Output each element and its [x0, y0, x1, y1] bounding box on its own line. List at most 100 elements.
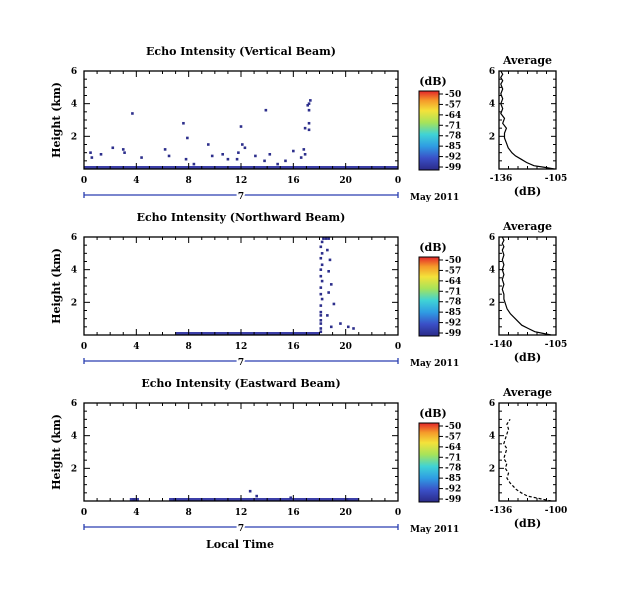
echo-cell: [319, 327, 323, 330]
colorbar-tick-label: -92: [445, 485, 461, 495]
plot-frame: [83, 402, 399, 502]
colorbar-tick-label: -78: [445, 298, 461, 308]
plot-frame: [83, 236, 399, 336]
echo-cell: [90, 156, 94, 159]
echo-cell: [319, 310, 323, 314]
average-y-tick-label: 2: [489, 298, 495, 308]
echo-cell: [121, 148, 125, 151]
y-tick-label: 4: [71, 432, 77, 442]
echo-cell: [255, 494, 258, 498]
echo-cell: [184, 157, 188, 161]
echo-cell: [263, 159, 266, 163]
echo-cell: [327, 291, 330, 294]
echo-cell: [327, 237, 330, 240]
echo-cell: [167, 154, 171, 158]
x-tick-label: 20: [339, 342, 352, 352]
echo-cell: [339, 322, 342, 325]
colorbar-tick-label: -85: [445, 308, 461, 318]
colorbar-tick-label: -57: [445, 432, 461, 442]
echo-cell: [320, 297, 324, 301]
average-x-tick-label: -136: [490, 174, 513, 184]
echo-cell: [346, 325, 350, 329]
average-y-tick-label: 6: [489, 399, 495, 409]
echo-cell: [254, 154, 257, 158]
average-y-tick-label: 2: [489, 464, 495, 474]
average-x-tick-label: -105: [545, 340, 568, 350]
echo-cell: [307, 102, 311, 105]
month-label: May 2011: [410, 525, 459, 535]
x-tick-label: 4: [133, 176, 139, 186]
colorbar-tick-label: -64: [445, 443, 461, 453]
x-tick-label: 12: [235, 176, 248, 186]
y-tick-label: 6: [71, 399, 77, 409]
echo-cell: [320, 252, 324, 255]
echo-cell: [248, 489, 252, 493]
average-profile-line: [503, 418, 552, 502]
echo-cell: [131, 112, 134, 115]
echo-cell: [319, 322, 323, 325]
colorbar-tick-label: -57: [445, 100, 461, 110]
echo-cell: [210, 154, 214, 158]
echo-cell: [307, 128, 311, 132]
echo-cell: [332, 302, 336, 306]
echo-cell: [319, 256, 323, 260]
colorbar-tick-label: -99: [445, 163, 461, 173]
colorbar-unit: (dB): [419, 75, 446, 88]
colorbar: [418, 422, 440, 503]
average-x-tick-label: -100: [545, 506, 568, 516]
echo-cell: [292, 149, 295, 153]
echo-cell: [319, 245, 323, 249]
x-tick-label: 0: [395, 342, 401, 352]
x-tick-label: 16: [287, 342, 300, 352]
echo-cell: [163, 148, 167, 151]
echo-cell: [111, 146, 115, 150]
echo-cell: [239, 125, 243, 128]
colorbar-tick-label: -57: [445, 266, 461, 276]
echo-cell: [326, 248, 329, 252]
echo-cell: [89, 151, 92, 154]
plot-frame: [83, 70, 399, 170]
echo-cell: [192, 162, 196, 166]
y-tick-label: 4: [71, 266, 77, 276]
panel-row-1: Echo Intensity (Vertical Beam) 0 4 8 12 16 20 0…: [50, 45, 568, 204]
x-tick-label: 8: [186, 342, 192, 352]
echo-cell: [307, 121, 311, 125]
colorbar-tick-label: -64: [445, 111, 461, 121]
x-tick-label: 0: [81, 508, 87, 518]
average-x-label: (dB): [514, 185, 541, 198]
colorbar-tick-label: -92: [445, 153, 461, 163]
echo-cell: [319, 319, 323, 322]
average-x-tick-label: -105: [545, 174, 568, 184]
x-tick-label: 20: [339, 176, 352, 186]
month-label: May 2011: [410, 193, 459, 203]
x-tick-label: 20: [339, 508, 352, 518]
y-tick-label: 6: [71, 233, 77, 243]
colorbar-tick-label: -92: [445, 319, 461, 329]
colorbar-tick-label: -85: [445, 142, 461, 152]
echo-cell: [319, 268, 323, 271]
echo-cell: [329, 283, 333, 286]
y-tick-label: 6: [71, 67, 77, 77]
average-frame: [498, 236, 557, 336]
echo-cell: [132, 498, 136, 501]
x-tick-label: 8: [186, 176, 192, 186]
colorbar-unit: (dB): [419, 241, 446, 254]
echo-cell: [320, 240, 324, 244]
echo-cell: [303, 153, 307, 156]
colorbar-unit: (dB): [419, 407, 446, 420]
x-tick-label: 4: [133, 508, 139, 518]
echo-cell: [302, 148, 306, 151]
echo-cell: [320, 263, 324, 267]
echo-cell: [327, 270, 330, 273]
echo-cell: [243, 146, 247, 150]
colorbar-tick-label: -64: [445, 277, 461, 287]
colorbar-tick-label: -85: [445, 474, 461, 484]
colorbar-tick-label: -50: [445, 422, 461, 432]
day-label: 7: [238, 524, 244, 534]
echo-cell: [319, 314, 323, 317]
echo-cell: [99, 153, 103, 156]
colorbar-tick-label: -71: [445, 287, 461, 297]
average-title: Average: [502, 386, 552, 399]
x-tick-label: 12: [235, 508, 248, 518]
echo-cell: [306, 104, 310, 107]
